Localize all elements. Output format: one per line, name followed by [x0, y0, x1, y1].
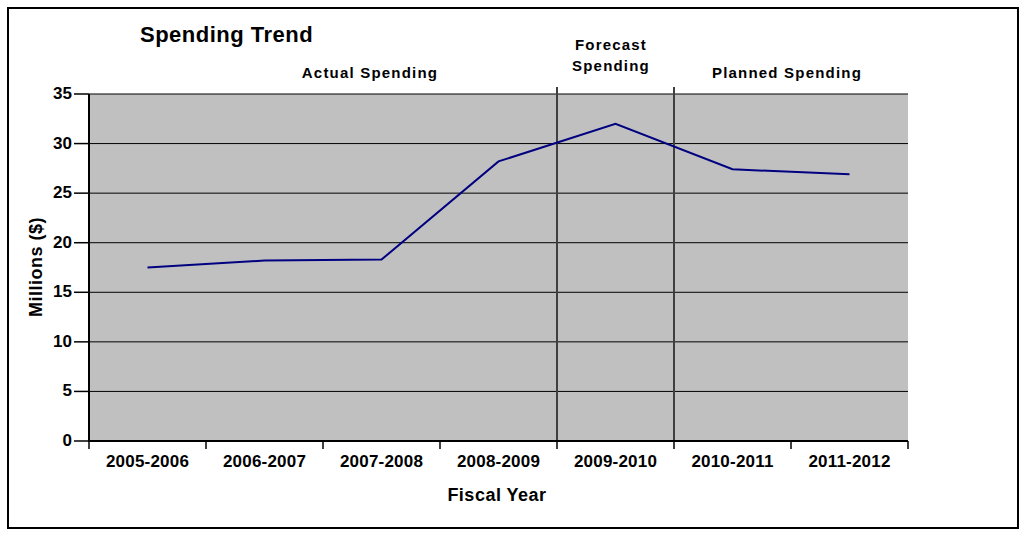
y-tick-label: 15: [20, 282, 72, 302]
x-tick-label: 2009-2010: [557, 452, 675, 472]
x-tick-label: 2008-2009: [440, 452, 558, 472]
chart-canvas: Spending Trend Actual Spending Forecast …: [0, 0, 1026, 536]
x-tick-label: 2005-2006: [89, 452, 207, 472]
y-tick-label: 5: [20, 381, 72, 401]
y-tick-label: 25: [20, 183, 72, 203]
region-label-actual-spending: Actual Spending: [282, 62, 458, 83]
y-tick-label: 30: [20, 134, 72, 154]
y-tick-label: 20: [20, 233, 72, 253]
y-tick-label: 0: [20, 431, 72, 451]
x-axis-title: Fiscal Year: [417, 485, 577, 506]
x-tick-label: 2007-2008: [323, 452, 441, 472]
y-tick-label: 10: [20, 332, 72, 352]
x-tick-label: 2011-2012: [791, 452, 909, 472]
region-label-planned-spending: Planned Spending: [707, 62, 867, 83]
chart-title: Spending Trend: [140, 22, 313, 48]
region-label-forecast-spending: Forecast Spending: [563, 34, 659, 76]
y-tick-label: 35: [20, 84, 72, 104]
x-tick-label: 2006-2007: [206, 452, 324, 472]
chart-border-frame: [7, 7, 1019, 529]
y-axis-title: Millions ($): [26, 187, 46, 347]
x-tick-label: 2010-2011: [674, 452, 792, 472]
